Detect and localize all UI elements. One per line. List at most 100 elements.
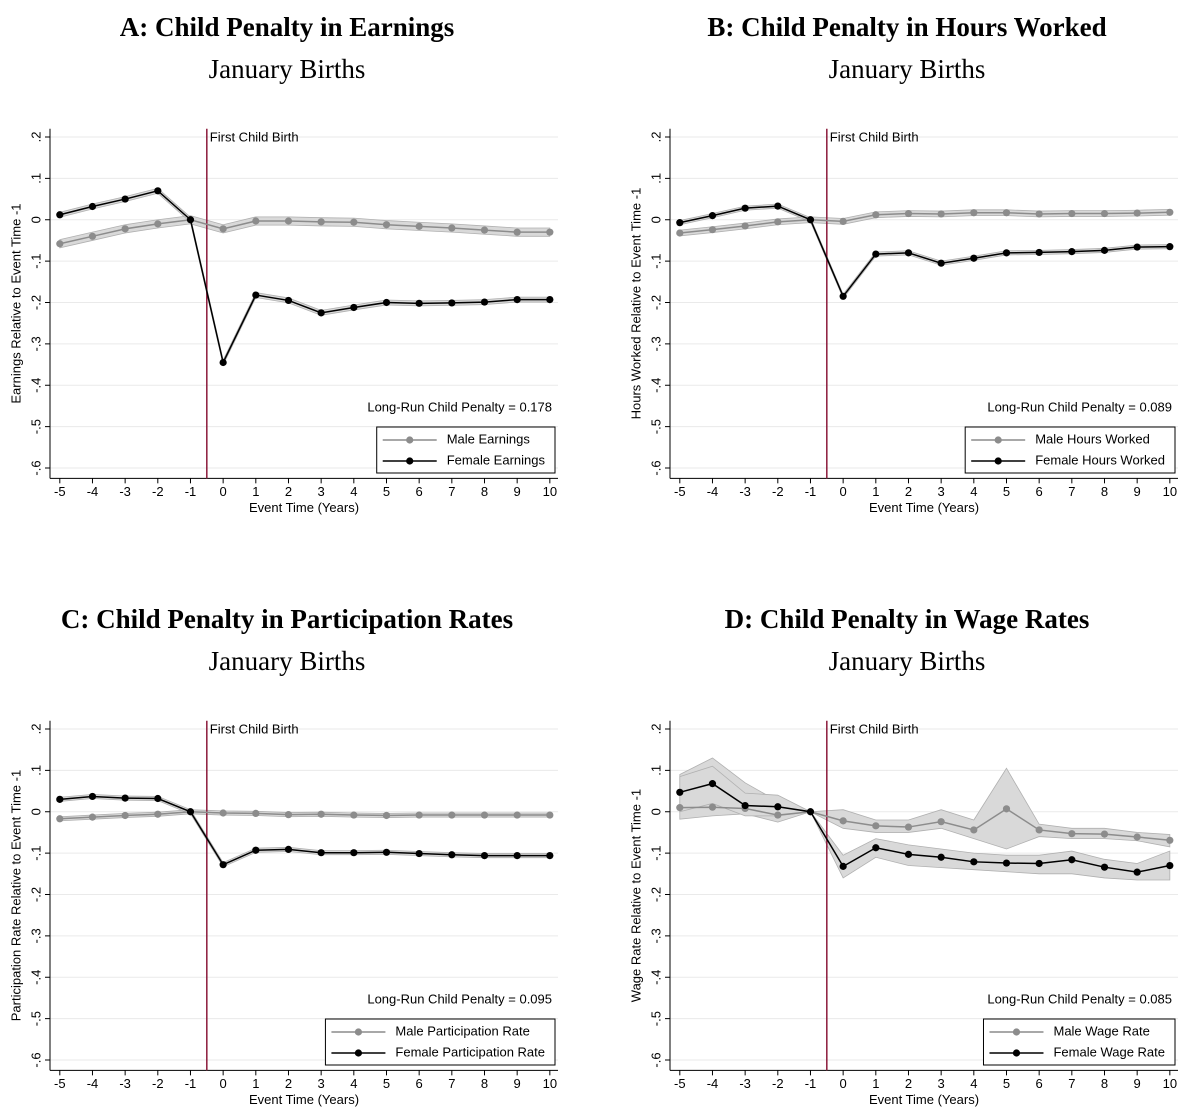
data-point (415, 811, 423, 819)
panel-subtitle: January Births (829, 646, 986, 676)
data-point (741, 222, 749, 230)
x-tick-label: 6 (416, 484, 423, 499)
x-tick-label: 9 (514, 1076, 521, 1091)
y-tick-label: .1 (648, 173, 663, 184)
y-tick-label: -.6 (28, 460, 43, 475)
legend-swatch-dot (1012, 1049, 1021, 1057)
data-point (741, 801, 749, 810)
data-point (513, 228, 521, 236)
y-tick-label: .2 (28, 132, 43, 143)
x-tick-label: 7 (448, 1076, 455, 1091)
data-point (970, 858, 978, 866)
x-axis-title: Event Time (Years) (869, 1092, 979, 1107)
event-label: First Child Birth (830, 129, 919, 144)
data-point (937, 210, 945, 218)
x-tick-label: 10 (1163, 484, 1177, 499)
data-point (252, 291, 260, 299)
x-tick-label: -3 (739, 1076, 751, 1091)
legend-label: Female Wage Rate (1053, 1044, 1165, 1059)
x-tick-label: 9 (514, 484, 521, 499)
y-axis-title: Participation Rate Relative to Event Tim… (8, 770, 23, 1021)
data-point (708, 212, 717, 220)
data-point (219, 809, 227, 817)
data-point (904, 249, 913, 257)
data-point (1035, 210, 1043, 218)
data-point (317, 849, 325, 857)
legend (376, 426, 556, 474)
legend-swatch-dot (406, 457, 414, 465)
x-tick-label: 9 (1134, 1076, 1141, 1091)
data-point (186, 808, 195, 816)
data-point (546, 296, 554, 304)
x-tick-label: -5 (54, 484, 66, 499)
data-point (415, 849, 423, 858)
data-point (1035, 859, 1043, 868)
panel: B: Child Penalty in Hours Worked January … (628, 12, 1178, 515)
data-point (284, 217, 293, 225)
series-line (59, 810, 550, 820)
legend (982, 1018, 1176, 1066)
data-point (741, 204, 749, 212)
y-tick-label: -.4 (648, 970, 663, 985)
data-point (480, 298, 489, 306)
x-tick-label: 1 (252, 1076, 259, 1091)
annotation: Long-Run Child Penalty = 0.089 (987, 399, 1172, 414)
y-tick-label: -.4 (28, 970, 43, 985)
data-point (1100, 209, 1109, 218)
x-tick-label: -2 (152, 1076, 164, 1091)
y-tick-label: -.5 (28, 1011, 43, 1026)
data-point (382, 298, 391, 307)
legend-swatch-dot (1012, 1028, 1021, 1036)
legend-label: Male Hours Worked (1035, 431, 1150, 446)
data-point (1133, 833, 1141, 841)
data-point (1100, 830, 1109, 838)
data-point (872, 250, 880, 258)
y-axis-title: Earnings Relative to Event Time -1 (8, 203, 23, 403)
x-tick-label: -5 (674, 484, 686, 499)
y-tick-label: .1 (648, 765, 663, 776)
data-point (1133, 243, 1141, 251)
x-tick-label: 8 (1101, 484, 1108, 499)
legend-label: Male Earnings (447, 431, 531, 446)
x-tick-label: -1 (805, 484, 817, 499)
x-tick-label: 0 (220, 1076, 227, 1091)
data-point (480, 811, 489, 819)
y-tick-label: -.3 (648, 336, 663, 351)
event-label: First Child Birth (830, 721, 919, 736)
data-point (970, 254, 978, 262)
annotation: Long-Run Child Penalty = 0.085 (987, 991, 1172, 1006)
y-axis-title: Wage Rate Relative to Event Time -1 (628, 789, 643, 1002)
data-point (317, 218, 325, 226)
legend-label: Female Participation Rate (395, 1044, 545, 1059)
data-point (1068, 856, 1076, 864)
data-point (546, 228, 554, 236)
event-label: First Child Birth (210, 721, 299, 736)
legend-swatch-dot (994, 457, 1002, 465)
data-point (154, 187, 162, 195)
x-tick-label: 9 (1134, 484, 1141, 499)
data-point (448, 224, 456, 232)
data-point (186, 216, 195, 224)
panel: D: Child Penalty in Wage Rates January Bi… (628, 604, 1178, 1107)
data-point (839, 862, 847, 870)
data-point (546, 852, 554, 860)
data-point (448, 811, 456, 819)
x-tick-label: 7 (1068, 1076, 1075, 1091)
data-point (121, 195, 129, 203)
data-point (1133, 868, 1141, 876)
x-tick-label: 4 (970, 484, 977, 499)
data-point (1035, 826, 1043, 834)
data-point (219, 225, 227, 233)
x-tick-label: -4 (87, 1076, 99, 1091)
x-tick-label: -5 (54, 1076, 66, 1091)
legend-swatch-dot (354, 1049, 363, 1057)
x-tick-label: 6 (416, 1076, 423, 1091)
legend-label: Female Earnings (447, 452, 546, 467)
data-point (904, 823, 913, 831)
series-line (679, 205, 1170, 298)
x-tick-label: -4 (87, 484, 99, 499)
data-point (676, 788, 684, 796)
y-tick-label: 0 (648, 216, 663, 223)
legend (324, 1018, 556, 1066)
data-point (774, 811, 782, 819)
